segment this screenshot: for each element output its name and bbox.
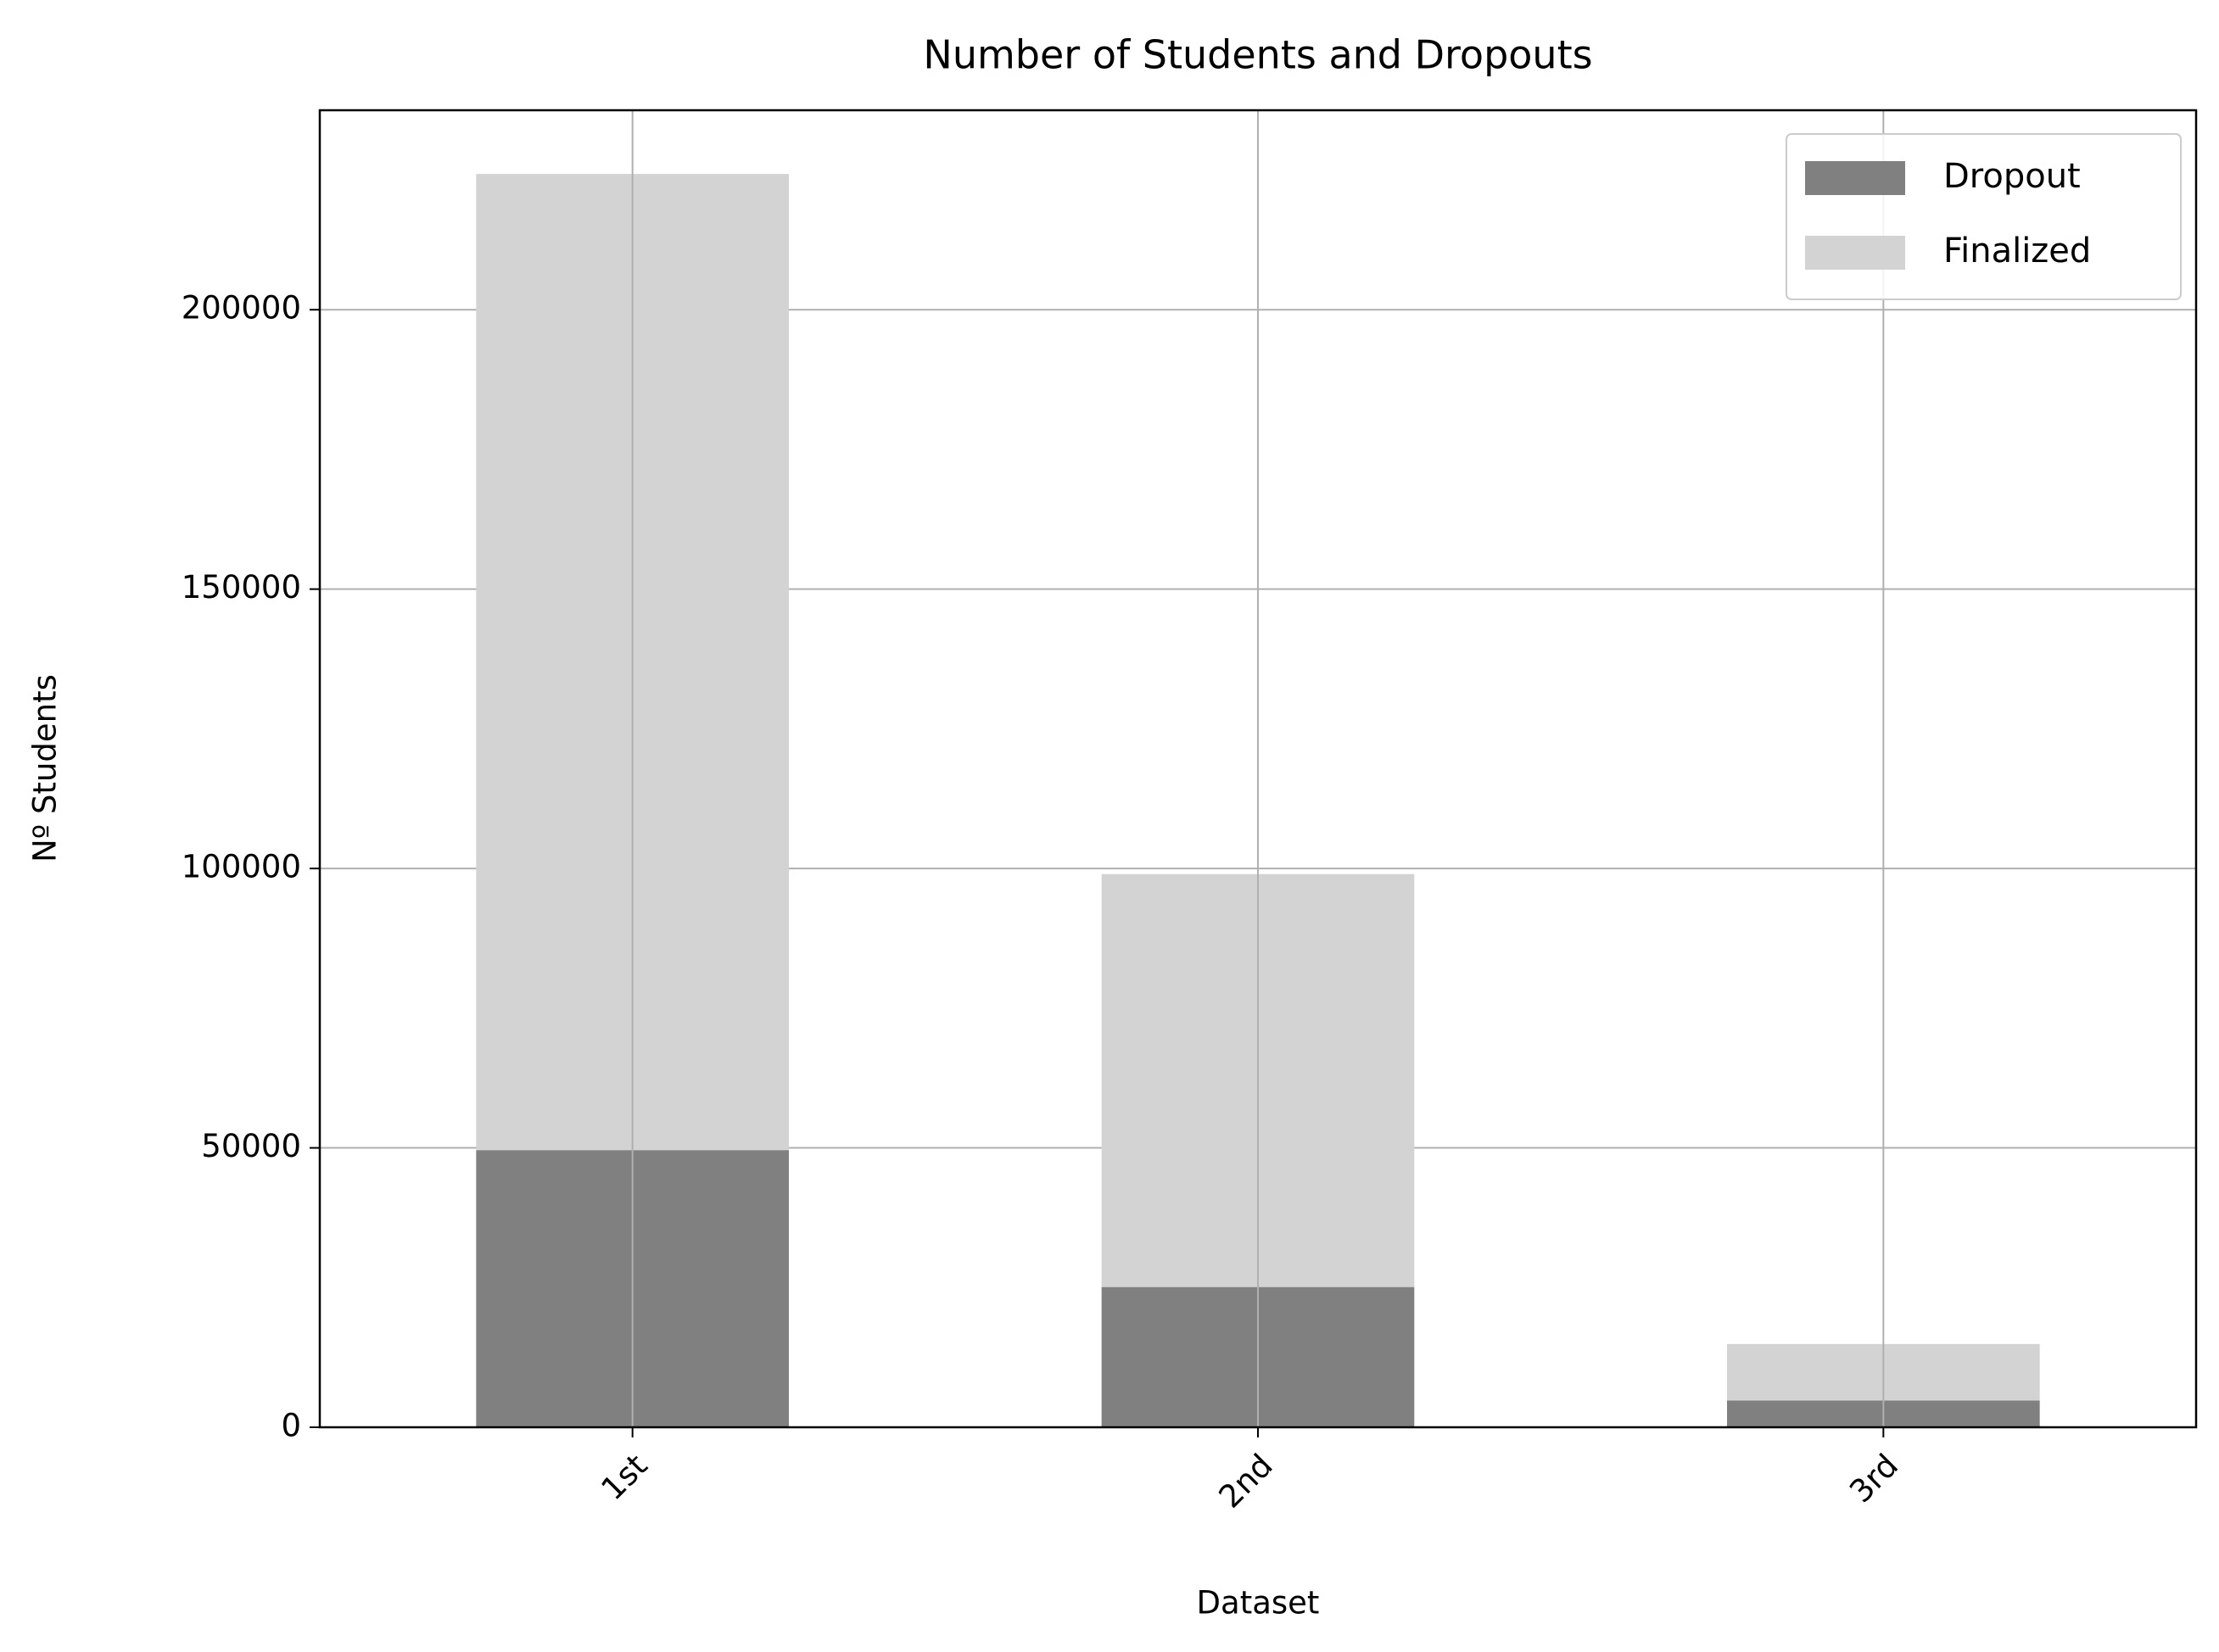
legend: Dropout Finalized bbox=[1786, 133, 2182, 300]
legend-swatch bbox=[1805, 236, 1905, 270]
x-axis-label: Dataset bbox=[1197, 1585, 1320, 1621]
y-tick-label: 50000 bbox=[201, 1128, 301, 1164]
y-tick-label: 200000 bbox=[182, 290, 301, 326]
x-tick-label: 3rd bbox=[1842, 1447, 1905, 1510]
plot-frame bbox=[318, 109, 2198, 1429]
x-tick-label: 1st bbox=[595, 1447, 655, 1507]
y-tick-label: 150000 bbox=[182, 569, 301, 606]
y-axis-label: Nº Students bbox=[27, 674, 64, 862]
y-tick-label: 100000 bbox=[182, 849, 301, 885]
chart-title: Number of Students and Dropouts bbox=[923, 32, 1592, 78]
x-tick-label: 2nd bbox=[1212, 1447, 1280, 1515]
legend-label: Finalized bbox=[1943, 232, 2091, 271]
legend-label: Dropout bbox=[1943, 157, 2081, 196]
legend-swatch bbox=[1805, 161, 1905, 195]
y-tick-label: 0 bbox=[281, 1408, 301, 1444]
